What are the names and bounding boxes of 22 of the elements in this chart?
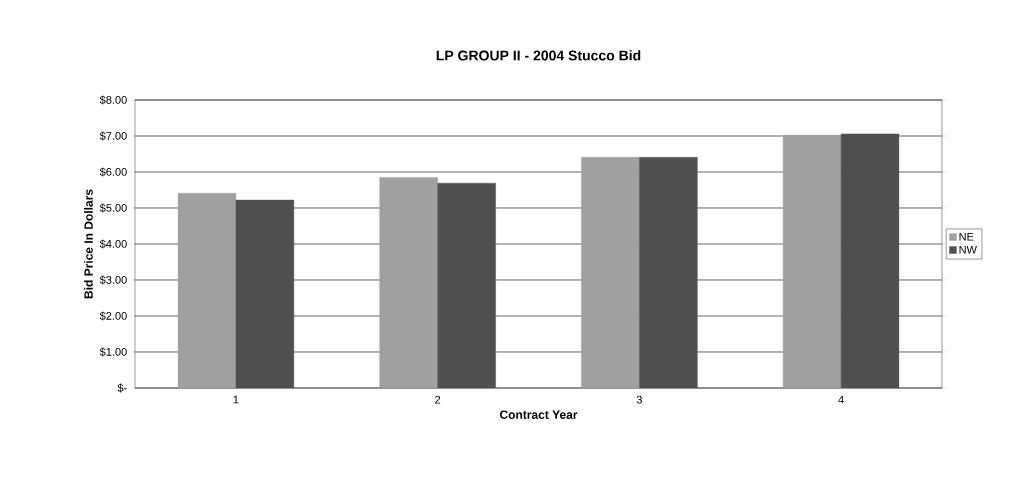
x-tick-label: 4 [838,395,844,404]
y-axis-title: Bid Price In Dollars [84,189,93,299]
y-tick-label: $8.00 [99,95,127,105]
x-tick-label: 3 [636,395,642,404]
y-tick-label: $- [117,383,127,393]
bar [840,133,900,388]
bar [235,199,295,388]
y-tick-label: $5.00 [99,203,127,213]
x-tick-label: 2 [435,395,441,404]
legend-label: NW [959,246,977,254]
x-axis-title: Contract Year [499,410,578,419]
bar [437,182,496,388]
bar [639,157,698,388]
y-tick-label: $3.00 [99,275,127,285]
chart-title: LP GROUP II - 2004 Stucco Bid [436,50,641,61]
y-tick-label: $4.00 [99,239,127,249]
y-tick-label: $1.00 [99,347,127,357]
y-tick-label: $7.00 [99,131,127,141]
y-tick-label: $2.00 [99,311,127,321]
y-tick-label: $6.00 [99,167,127,177]
x-tick-label: 1 [233,395,239,404]
legend-label: NE [959,232,974,241]
